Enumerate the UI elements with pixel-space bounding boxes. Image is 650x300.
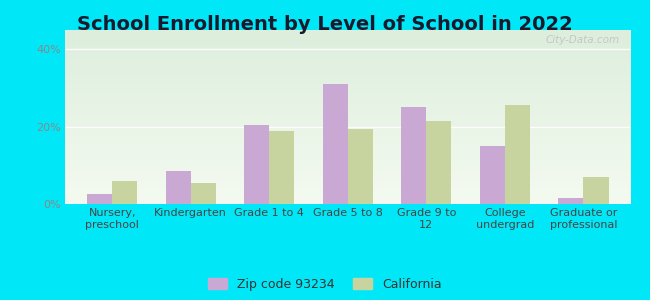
Bar [244, 125, 269, 204]
Bar [584, 177, 608, 204]
Bar [112, 181, 137, 204]
Legend: Zip code 93234, California: Zip code 93234, California [208, 278, 442, 291]
Bar [480, 146, 505, 204]
Bar [269, 130, 294, 204]
Bar [558, 198, 584, 204]
Bar [348, 129, 373, 204]
Bar [322, 84, 348, 204]
Bar [190, 183, 216, 204]
Bar [87, 194, 112, 204]
Text: School Enrollment by Level of School in 2022: School Enrollment by Level of School in … [77, 15, 573, 34]
Bar [401, 107, 426, 204]
Bar [166, 171, 190, 204]
Bar [426, 121, 452, 204]
Text: City-Data.com: City-Data.com [545, 35, 619, 45]
Bar [505, 105, 530, 204]
